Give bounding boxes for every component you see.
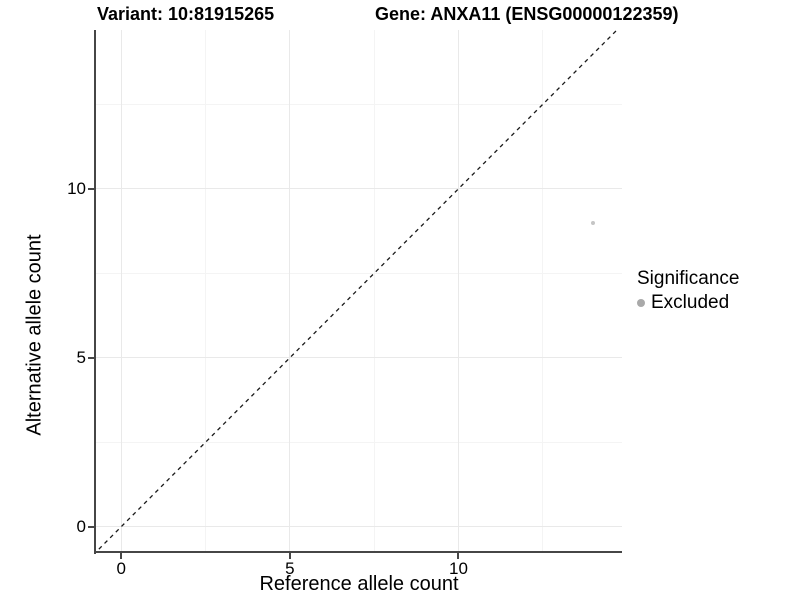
gridline-x-minor xyxy=(205,30,207,552)
plot-panel xyxy=(96,30,622,552)
gridline-y-minor xyxy=(96,103,622,105)
data-point xyxy=(591,220,596,225)
y-tick-mark xyxy=(88,525,94,528)
legend: Significance Excluded xyxy=(637,268,739,314)
legend-key-dot xyxy=(637,299,645,307)
gridline-y-major xyxy=(96,526,622,528)
gridline-y-major xyxy=(96,357,622,359)
x-tick-mark xyxy=(120,553,123,559)
gridline-y-major xyxy=(96,188,622,190)
x-tick-label: 10 xyxy=(448,559,468,578)
plot-title-gene: Gene: ANXA11 (ENSG00000122359) xyxy=(375,4,679,24)
y-tick-label: 5 xyxy=(76,347,86,367)
x-tick-label: 5 xyxy=(285,559,295,578)
gridline-y-minor xyxy=(96,441,622,443)
y-tick-mark xyxy=(88,356,94,359)
gridline-x-major xyxy=(289,30,291,552)
legend-item: Excluded xyxy=(637,292,739,314)
x-tick-mark xyxy=(457,553,460,559)
legend-items: Excluded xyxy=(637,292,739,314)
y-axis-title: Alternative allele count xyxy=(23,234,46,436)
identity-dashed-line xyxy=(96,30,618,552)
y-axis-line xyxy=(94,30,96,554)
y-tick-label: 10 xyxy=(67,178,86,198)
legend-title: Significance xyxy=(637,268,740,289)
y-tick-mark xyxy=(88,187,94,190)
gridline-x-minor xyxy=(373,30,375,552)
x-axis-title: Reference allele count xyxy=(259,573,459,595)
gridline-x-minor xyxy=(542,30,544,552)
gridline-y-minor xyxy=(96,272,622,274)
x-tick-mark xyxy=(288,553,291,559)
gridline-x-major xyxy=(120,30,122,552)
x-axis-line xyxy=(94,551,622,553)
gridline-x-major xyxy=(457,30,459,552)
plot-title-variant: Variant: 10:81915265 xyxy=(97,4,275,24)
x-tick-label: 0 xyxy=(116,559,127,578)
legend-item-label: Excluded xyxy=(651,292,730,313)
y-tick-label: 0 xyxy=(76,516,86,536)
